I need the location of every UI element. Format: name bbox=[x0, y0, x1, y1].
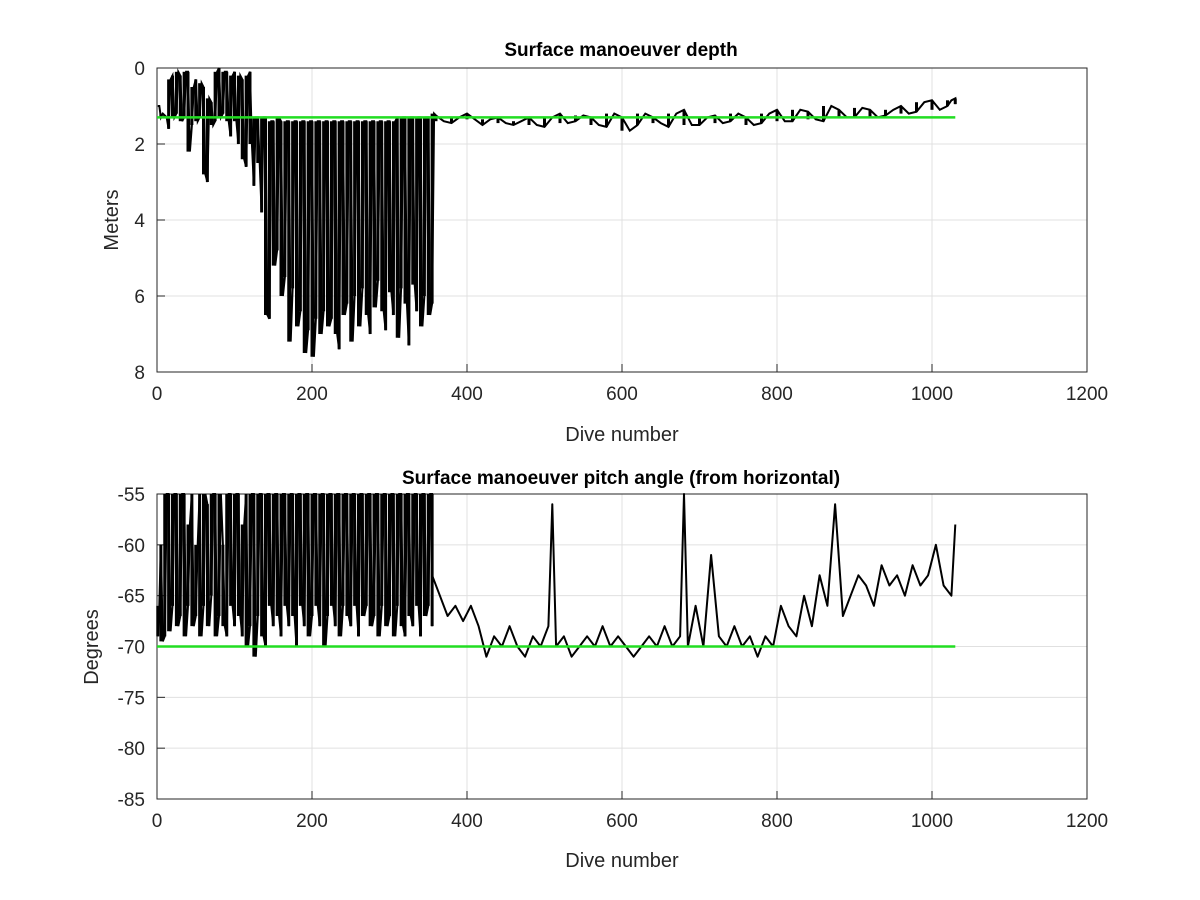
depth-chart-title: Surface manoeuver depth bbox=[504, 40, 737, 61]
depth-y-tick-label: 4 bbox=[134, 211, 145, 232]
pitch-x-tick-label: 400 bbox=[451, 811, 483, 832]
pitch-x-axis-label: Dive number bbox=[565, 850, 679, 872]
pitch-y-tick-label: -70 bbox=[118, 638, 145, 659]
pitch-x-tick-label: 1200 bbox=[1066, 811, 1108, 832]
depth-x-tick-label: 0 bbox=[152, 384, 163, 405]
pitch-ticks: 0 200 400 600 800 1000 1200 -55 -60 -65 -70 -75 -80 -… bbox=[118, 485, 1109, 832]
pitch-y-tick-label: -80 bbox=[118, 739, 145, 760]
pitch-y-tick-label: -75 bbox=[118, 688, 145, 709]
depth-x-tick-label: 1200 bbox=[1066, 384, 1108, 405]
depth-x-tick-label: 1000 bbox=[911, 384, 953, 405]
pitch-x-tick-label: 0 bbox=[152, 811, 163, 832]
depth-y-tick-label: 0 bbox=[134, 59, 145, 80]
pitch-chart: Surface manoeuver pitch angle (from hori… bbox=[81, 468, 1108, 872]
pitch-y-tick-label: -60 bbox=[118, 536, 145, 557]
pitch-x-tick-label: 200 bbox=[296, 811, 328, 832]
pitch-series bbox=[156, 493, 957, 658]
pitch-x-tick-label: 800 bbox=[761, 811, 793, 832]
depth-ticks: 0 200 400 600 800 1000 1200 0 2 4 6 8 bbox=[134, 59, 1108, 405]
depth-y-tick-label: 6 bbox=[134, 287, 145, 308]
depth-chart: Surface manoeuver depth 0 200 400 600 800 100… bbox=[101, 40, 1108, 446]
depth-y-axis-label: Meters bbox=[101, 189, 123, 250]
pitch-y-tick-label: -65 bbox=[118, 587, 145, 608]
depth-x-tick-label: 800 bbox=[761, 384, 793, 405]
pitch-y-axis-label: Degrees bbox=[81, 609, 103, 685]
depth-x-tick-label: 200 bbox=[296, 384, 328, 405]
pitch-x-tick-label: 600 bbox=[606, 811, 638, 832]
pitch-y-tick-label: -85 bbox=[118, 790, 145, 811]
pitch-y-tick-label: -55 bbox=[118, 485, 145, 506]
depth-x-axis-label: Dive number bbox=[565, 424, 679, 446]
depth-x-tick-label: 600 bbox=[606, 384, 638, 405]
pitch-chart-title: Surface manoeuver pitch angle (from hori… bbox=[402, 468, 840, 489]
depth-series bbox=[157, 67, 957, 357]
depth-x-tick-label: 400 bbox=[451, 384, 483, 405]
pitch-x-tick-label: 1000 bbox=[911, 811, 953, 832]
depth-y-tick-label: 2 bbox=[134, 135, 145, 156]
depth-y-tick-label: 8 bbox=[134, 363, 145, 384]
